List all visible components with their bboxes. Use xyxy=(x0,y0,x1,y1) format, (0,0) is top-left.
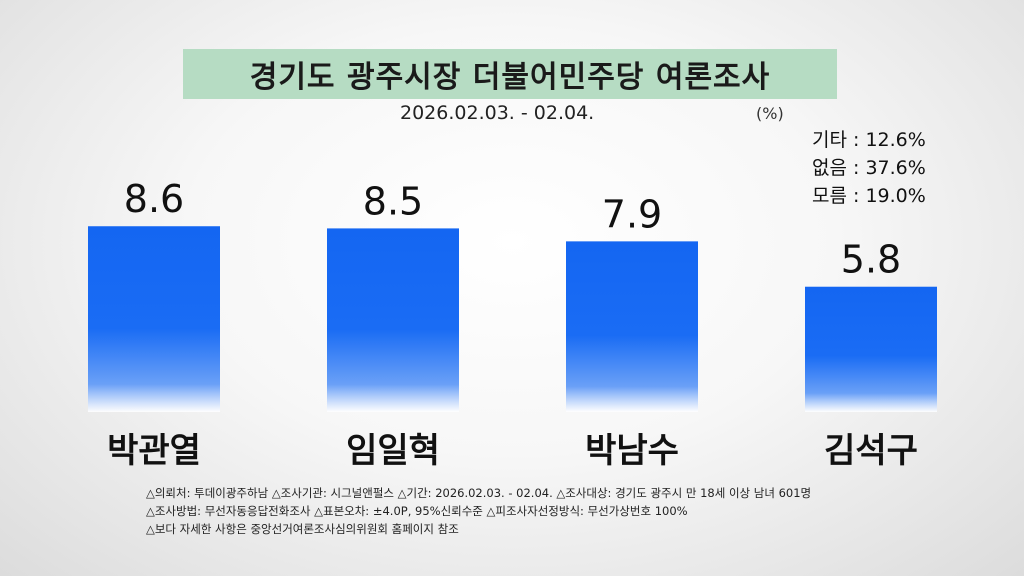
others-box: 기타 : 12.6% 없음 : 37.6% 모름 : 19.0% xyxy=(812,126,926,210)
unit-label: (%) xyxy=(756,104,784,123)
footnote-line: △조사방법: 무선자동응답전화조사 △표본오차: ±4.0P, 95%신뢰수준 … xyxy=(146,504,688,518)
footnote-line: △보다 자세한 사항은 중앙선거여론조사심의위원회 홈페이지 참조 xyxy=(146,522,459,536)
others-label: 없음 xyxy=(812,157,847,179)
title-banner: 경기도 광주시장 더불어민주당 여론조사 xyxy=(183,49,837,99)
others-row-etc: 기타 : 12.6% xyxy=(812,129,926,151)
value-label: 8.5 xyxy=(363,179,423,223)
others-value: 19.0% xyxy=(865,185,926,207)
category-label: 박남수 xyxy=(585,431,679,471)
others-value: 12.6% xyxy=(865,129,926,151)
category-label: 박관열 xyxy=(107,431,201,471)
others-value: 37.6% xyxy=(865,157,926,179)
category-label: 임일혁 xyxy=(346,431,440,471)
others-label: 모름 xyxy=(812,185,847,207)
others-row-unknown: 모름 : 19.0% xyxy=(812,185,926,207)
bar-4 xyxy=(805,286,937,412)
value-label: 5.8 xyxy=(841,238,901,282)
value-label: 7.9 xyxy=(602,192,662,236)
bar-3 xyxy=(566,241,698,412)
bar-1 xyxy=(88,226,220,412)
value-label: 8.6 xyxy=(124,177,184,221)
footnotes: △의뢰처: 투데이광주하남 △조사기관: 시그널앤펄스 △기간: 2026.02… xyxy=(146,484,811,538)
category-label: 김석구 xyxy=(824,431,918,471)
bar-2 xyxy=(327,228,459,412)
page-title: 경기도 광주시장 더불어민주당 여론조사 xyxy=(249,60,771,95)
others-row-none: 없음 : 37.6% xyxy=(812,157,926,179)
others-label: 기타 xyxy=(812,129,847,151)
survey-date: 2026.02.03. - 02.04. xyxy=(400,102,595,124)
footnote-line: △의뢰처: 투데이광주하남 △조사기관: 시그널앤펄스 △기간: 2026.02… xyxy=(146,486,812,500)
